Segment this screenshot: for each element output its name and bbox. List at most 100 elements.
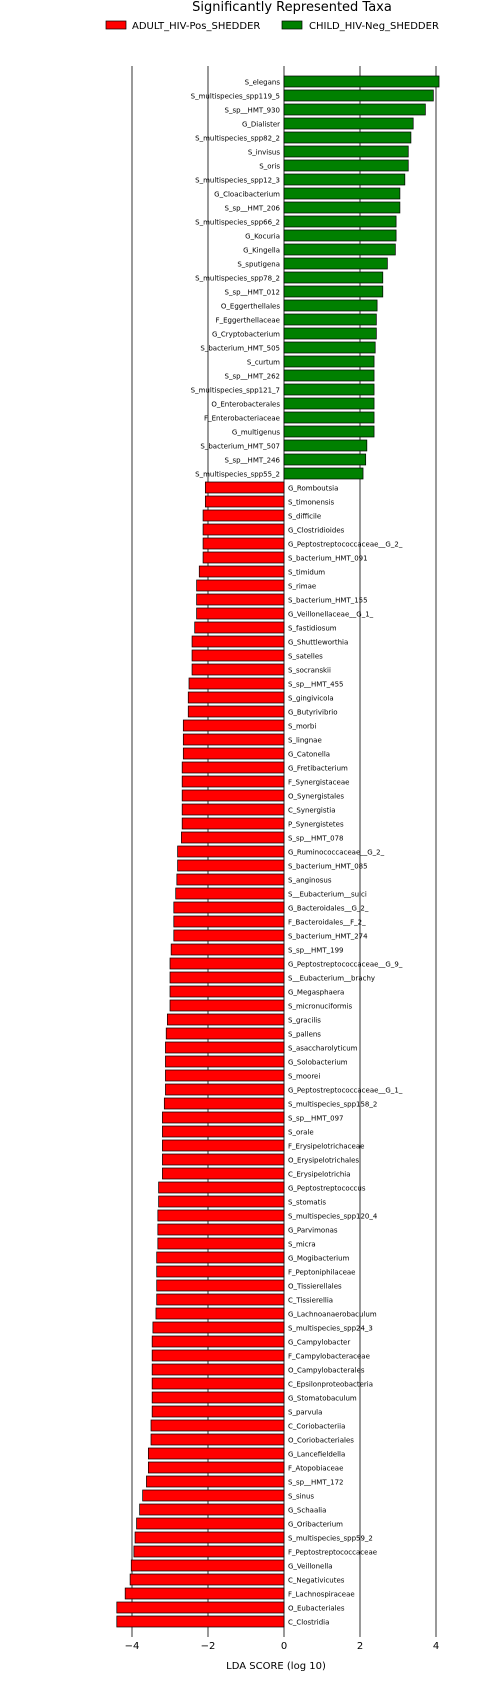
lda-bar: [283, 103, 426, 116]
lda-bar: [283, 299, 378, 312]
bar-label: G_Peptostreptococcus: [288, 1185, 366, 1193]
bar-label: G_Peptostreptococcaceae__G_2_: [288, 541, 403, 549]
bar-label: P_Synergistetes: [288, 821, 344, 829]
lda-bar: [188, 677, 285, 690]
bar-label: S_sp__HMT_078: [288, 835, 343, 843]
bar-label: G_Mogibacterium: [288, 1255, 350, 1263]
bar-label: G_Kocuria: [245, 233, 280, 241]
bar-label: S_sp__HMT_246: [225, 457, 281, 465]
bar-label: S_fastidiosum: [288, 625, 337, 633]
bar-label: C_Coriobacteriia: [288, 1423, 345, 1431]
bar-label: S_bacterium_HMT_091: [288, 555, 368, 563]
lda-bar: [116, 1601, 285, 1614]
lda-bar: [162, 1139, 285, 1152]
bar-label: G_Shuttleworthia: [288, 639, 348, 647]
lda-bar: [283, 327, 377, 340]
bar-label: O_Synergistales: [288, 793, 344, 801]
bar-label: S_multispecies_spp55_2: [195, 471, 280, 479]
bar-label: S_multispecies_spp82_2: [195, 135, 280, 143]
lda-bar: [169, 957, 285, 970]
bar-label: S_anginosus: [288, 877, 332, 885]
lda-bar: [124, 1587, 285, 1600]
lda-bar: [283, 75, 440, 88]
lda-bar: [182, 747, 285, 760]
lda-bar: [182, 719, 285, 732]
bar-label: S_elegans: [245, 79, 281, 87]
bar-label: S_bacterium_HMT_155: [288, 597, 368, 605]
x-tick-label: 4: [433, 1641, 439, 1652]
lda-bar: [191, 649, 285, 662]
lda-bar: [283, 285, 384, 298]
bar-label: C_Erysipelotrichia: [288, 1171, 351, 1179]
lda-bar: [165, 1069, 285, 1082]
lda-bar: [177, 845, 285, 858]
bar-label: O_Campylobacterales: [288, 1367, 365, 1375]
bar-label: S_timonensis: [288, 499, 335, 507]
bar-label: F_Enterobacteriaceae: [204, 415, 280, 423]
bars: [116, 75, 440, 1628]
bar-label: S_bacterium_HMT_507: [200, 443, 280, 451]
lda-bar: [283, 369, 375, 382]
bar-label: S_asaccharolyticum: [288, 1045, 358, 1053]
lda-bar: [165, 1041, 285, 1054]
bar-label: S_sp__HMT_172: [288, 1479, 343, 1487]
lda-bar: [283, 271, 384, 284]
lda-bar: [196, 593, 285, 606]
bar-label: S_lingnae: [288, 737, 322, 745]
bar-label: F_Lachnospiraceae: [288, 1591, 355, 1599]
bar-label: S_sp__HMT_206: [225, 205, 281, 213]
lda-bar: [155, 1307, 285, 1320]
bar-label: S_moorei: [288, 1073, 320, 1081]
lda-bar: [151, 1363, 285, 1376]
bar-label: G_Parvimonas: [288, 1227, 338, 1235]
bar-label: F_Synergistaceae: [288, 779, 349, 787]
bar-label: S_satelles: [288, 653, 323, 661]
lda-bar: [173, 901, 285, 914]
bar-label: S_difficile: [288, 513, 321, 521]
bar-label: S_sp__HMT_930: [225, 107, 280, 115]
bar-label: S_bacterium_HMT_505: [200, 345, 280, 353]
x-tick-label: 0: [281, 1641, 287, 1652]
bar-label: O_Eubacteriales: [288, 1605, 345, 1613]
lda-bar: [170, 943, 285, 956]
bar-label: S_micra: [288, 1241, 316, 1249]
bar-label: G_Dialister: [242, 121, 280, 129]
bar-label: O_Enterobacterales: [211, 401, 280, 409]
lda-bar: [204, 495, 285, 508]
bar-label: G_multigenus: [232, 429, 280, 437]
lda-bar: [173, 929, 285, 942]
lda-bar: [202, 523, 285, 536]
lda-bar: [139, 1503, 285, 1516]
bar-label: S_orale: [288, 1129, 314, 1137]
lda-bar: [158, 1181, 285, 1194]
bar-label: S_bacterium_HMT_274: [288, 933, 368, 941]
lda-bar: [173, 915, 285, 928]
lda-bar: [169, 971, 285, 984]
lda-bar: [151, 1335, 285, 1348]
bar-label: C_Tissierellia: [288, 1297, 333, 1305]
bar-label: O_Tissierellales: [288, 1283, 342, 1291]
lda-bar: [157, 1237, 285, 1250]
bar-label: S_multispecies_spp120_4: [288, 1213, 378, 1221]
bar-label: S_pallens: [288, 1031, 321, 1039]
bar-label: C_Clostridia: [288, 1619, 329, 1627]
lda-bar: [169, 999, 285, 1012]
lda-bar: [133, 1545, 285, 1558]
bar-label: S__Eubacterium__sulci: [288, 891, 367, 899]
bar-label: G_Schaalia: [288, 1507, 326, 1515]
bar-label: G_Peptostreptococcaceae__G_1_: [288, 1087, 403, 1095]
bar-label: G_Peptostreptococcaceae__G_9_: [288, 961, 403, 969]
x-axis-label: LDA SCORE (log 10): [226, 1661, 326, 1672]
lda-bar: [283, 187, 401, 200]
lda-bar: [283, 229, 397, 242]
bar-label: G_Veillonella: [288, 1563, 333, 1571]
bar-label: S_sp__HMT_012: [225, 289, 280, 297]
lda-bar: [283, 215, 397, 228]
bar-label: G_Solobacterium: [288, 1059, 348, 1067]
lda-bar: [136, 1517, 285, 1530]
lda-bar: [165, 1027, 285, 1040]
lda-bar: [165, 1055, 285, 1068]
bar-label: S_stomatis: [288, 1199, 326, 1207]
bar-label: G_Campylobacter: [288, 1339, 350, 1347]
